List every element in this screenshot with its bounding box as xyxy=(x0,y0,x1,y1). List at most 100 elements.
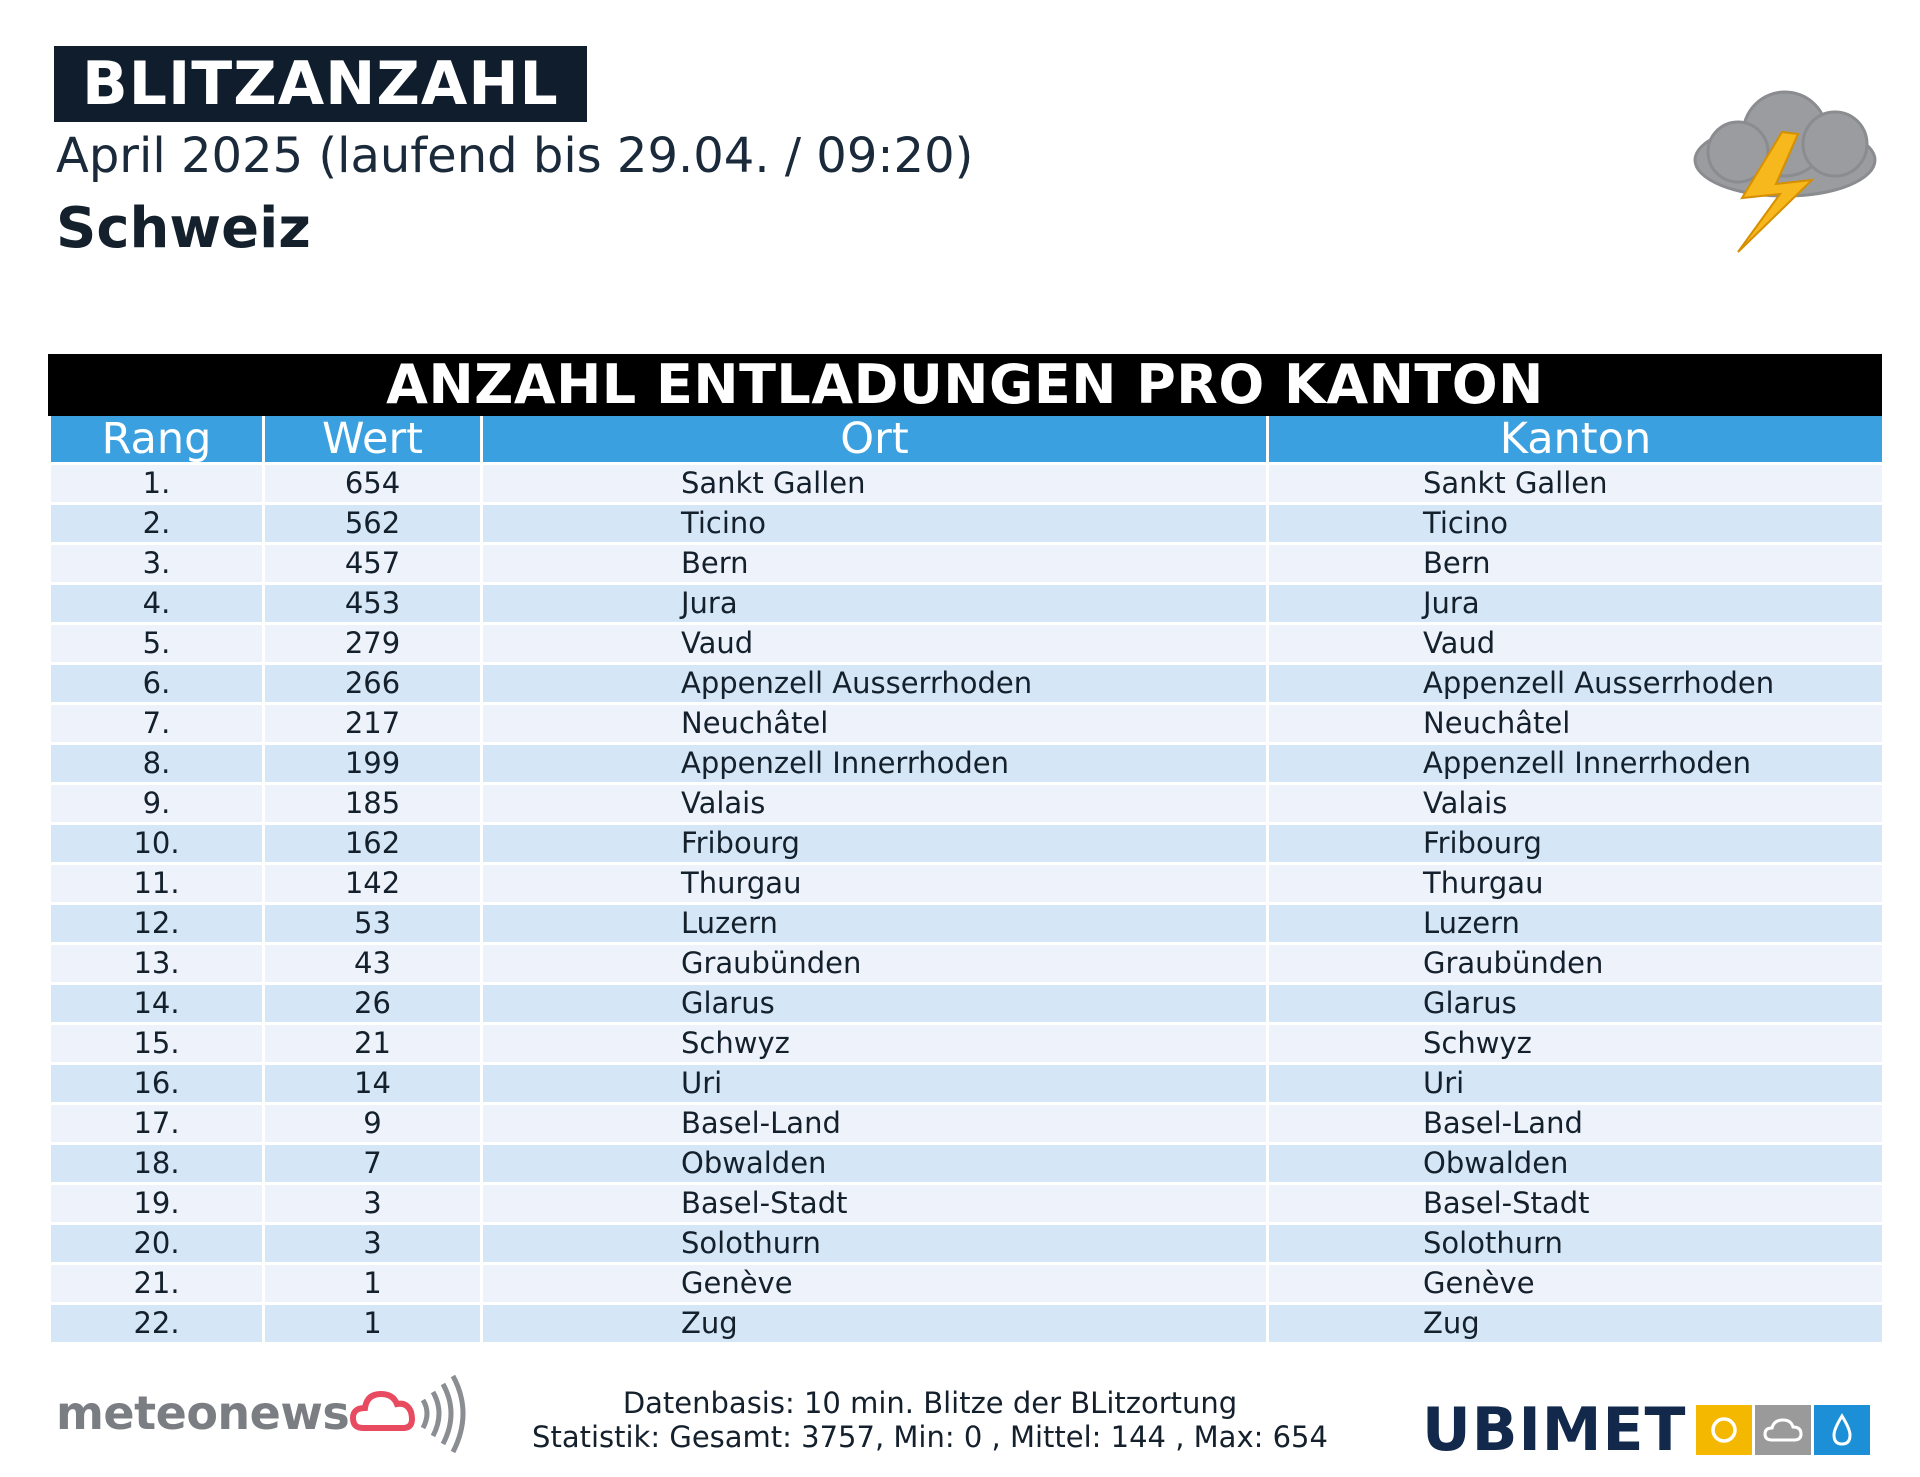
rang-cell: 19. xyxy=(48,1182,265,1225)
rang-cell: 21. xyxy=(48,1262,265,1305)
rang-cell: 14. xyxy=(48,982,265,1025)
kanton-cell: Sankt Gallen xyxy=(1266,462,1885,505)
sun-icon xyxy=(1696,1405,1753,1455)
kanton-cell: Appenzell Ausserrhoden xyxy=(1266,662,1885,705)
kanton-cell: Vaud xyxy=(1266,622,1885,665)
ort-cell: Basel-Stadt xyxy=(480,1182,1269,1225)
rang-cell: 18. xyxy=(48,1142,265,1185)
table-row: 9. 185 Valais Valais xyxy=(48,782,1885,825)
wert-cell: 266 xyxy=(262,662,483,705)
rang-cell: 22. xyxy=(48,1302,265,1345)
table-row: 20. 3 Solothurn Solothurn xyxy=(48,1222,1885,1265)
rang-cell: 7. xyxy=(48,702,265,745)
ort-cell: Genève xyxy=(480,1262,1269,1305)
kanton-cell: Bern xyxy=(1266,542,1885,585)
ort-cell: Appenzell Innerrhoden xyxy=(480,742,1269,785)
table-row: 3. 457 Bern Bern xyxy=(48,542,1885,585)
table-row: 15. 21 Schwyz Schwyz xyxy=(48,1022,1885,1065)
kanton-cell: Glarus xyxy=(1266,982,1885,1025)
data-footer: Datenbasis: 10 min. Blitze der BLitzortu… xyxy=(500,1386,1360,1454)
lightning-table: ANZAHL ENTLADUNGEN PRO KANTON Rang Wert … xyxy=(48,354,1885,1345)
ort-cell: Zug xyxy=(480,1302,1269,1345)
footer-source: Datenbasis: 10 min. Blitze der BLitzortu… xyxy=(622,1386,1238,1420)
wert-cell: 1 xyxy=(262,1262,483,1305)
ort-cell: Luzern xyxy=(480,902,1269,945)
page-title: BLITZANZAHL xyxy=(54,46,587,122)
rang-cell: 2. xyxy=(48,502,265,545)
meteonews-logo: meteonews xyxy=(56,1370,467,1456)
cloud-icon xyxy=(1755,1405,1812,1455)
ort-cell: Sankt Gallen xyxy=(480,462,1269,505)
ort-cell: Appenzell Ausserrhoden xyxy=(480,662,1269,705)
rang-cell: 6. xyxy=(48,662,265,705)
wert-cell: 199 xyxy=(262,742,483,785)
ort-cell: Solothurn xyxy=(480,1222,1269,1265)
wert-cell: 217 xyxy=(262,702,483,745)
rang-cell: 17. xyxy=(48,1102,265,1145)
table-row: 16. 14 Uri Uri xyxy=(48,1062,1885,1105)
kanton-cell: Genève xyxy=(1266,1262,1885,1305)
wert-cell: 142 xyxy=(262,862,483,905)
ubimet-logo: UBIMET xyxy=(1422,1395,1871,1465)
rang-cell: 3. xyxy=(48,542,265,585)
table-row: 14. 26 Glarus Glarus xyxy=(48,982,1885,1025)
wert-cell: 21 xyxy=(262,1022,483,1065)
table-row: 17. 9 Basel-Land Basel-Land xyxy=(48,1102,1885,1145)
ubimet-wordmark: UBIMET xyxy=(1422,1395,1687,1465)
wert-cell: 3 xyxy=(262,1182,483,1225)
kanton-cell: Schwyz xyxy=(1266,1022,1885,1065)
table-row: 6. 266 Appenzell Ausserrhoden Appenzell Aus… xyxy=(48,662,1885,705)
wert-cell: 26 xyxy=(262,982,483,1025)
ort-cell: Schwyz xyxy=(480,1022,1269,1065)
ort-cell: Uri xyxy=(480,1062,1269,1105)
region-label: Schweiz xyxy=(56,196,311,261)
column-header-kanton: Kanton xyxy=(1266,416,1885,465)
ort-cell: Vaud xyxy=(480,622,1269,665)
kanton-cell: Solothurn xyxy=(1266,1222,1885,1265)
wert-cell: 279 xyxy=(262,622,483,665)
ort-cell: Bern xyxy=(480,542,1269,585)
rang-cell: 8. xyxy=(48,742,265,785)
kanton-cell: Thurgau xyxy=(1266,862,1885,905)
wert-cell: 162 xyxy=(262,822,483,865)
rang-cell: 11. xyxy=(48,862,265,905)
wert-cell: 1 xyxy=(262,1302,483,1345)
ort-cell: Fribourg xyxy=(480,822,1269,865)
rang-cell: 5. xyxy=(48,622,265,665)
table-title: ANZAHL ENTLADUNGEN PRO KANTON xyxy=(48,354,1882,416)
ort-cell: Neuchâtel xyxy=(480,702,1269,745)
date-subtitle: April 2025 (laufend bis 29.04. / 09:20) xyxy=(56,128,974,184)
kanton-cell: Uri xyxy=(1266,1062,1885,1105)
ort-cell: Obwalden xyxy=(480,1142,1269,1185)
rang-cell: 9. xyxy=(48,782,265,825)
meteonews-wordmark: meteonews xyxy=(56,1386,350,1440)
kanton-cell: Fribourg xyxy=(1266,822,1885,865)
ort-cell: Jura xyxy=(480,582,1269,625)
kanton-cell: Jura xyxy=(1266,582,1885,625)
drop-icon xyxy=(1814,1405,1871,1455)
wert-cell: 457 xyxy=(262,542,483,585)
cloud-signal-icon xyxy=(350,1374,466,1454)
wert-cell: 43 xyxy=(262,942,483,985)
kanton-cell: Appenzell Innerrhoden xyxy=(1266,742,1885,785)
ort-cell: Basel-Land xyxy=(480,1102,1269,1145)
ort-cell: Valais xyxy=(480,782,1269,825)
wert-cell: 185 xyxy=(262,782,483,825)
kanton-cell: Ticino xyxy=(1266,502,1885,545)
rang-cell: 12. xyxy=(48,902,265,945)
table-row: 12. 53 Luzern Luzern xyxy=(48,902,1885,945)
column-header-rang: Rang xyxy=(48,416,265,465)
table-row: 11. 142 Thurgau Thurgau xyxy=(48,862,1885,905)
ort-cell: Thurgau xyxy=(480,862,1269,905)
thunderstorm-cloud-icon xyxy=(1693,90,1877,253)
wert-cell: 14 xyxy=(262,1062,483,1105)
table-row: 4. 453 Jura Jura xyxy=(48,582,1885,625)
table-row: 13. 43 Graubünden Graubünden xyxy=(48,942,1885,985)
kanton-cell: Luzern xyxy=(1266,902,1885,945)
rang-cell: 13. xyxy=(48,942,265,985)
rang-cell: 10. xyxy=(48,822,265,865)
column-header-ort: Ort xyxy=(480,416,1269,465)
rang-cell: 20. xyxy=(48,1222,265,1265)
kanton-cell: Zug xyxy=(1266,1302,1885,1345)
wert-cell: 9 xyxy=(262,1102,483,1145)
